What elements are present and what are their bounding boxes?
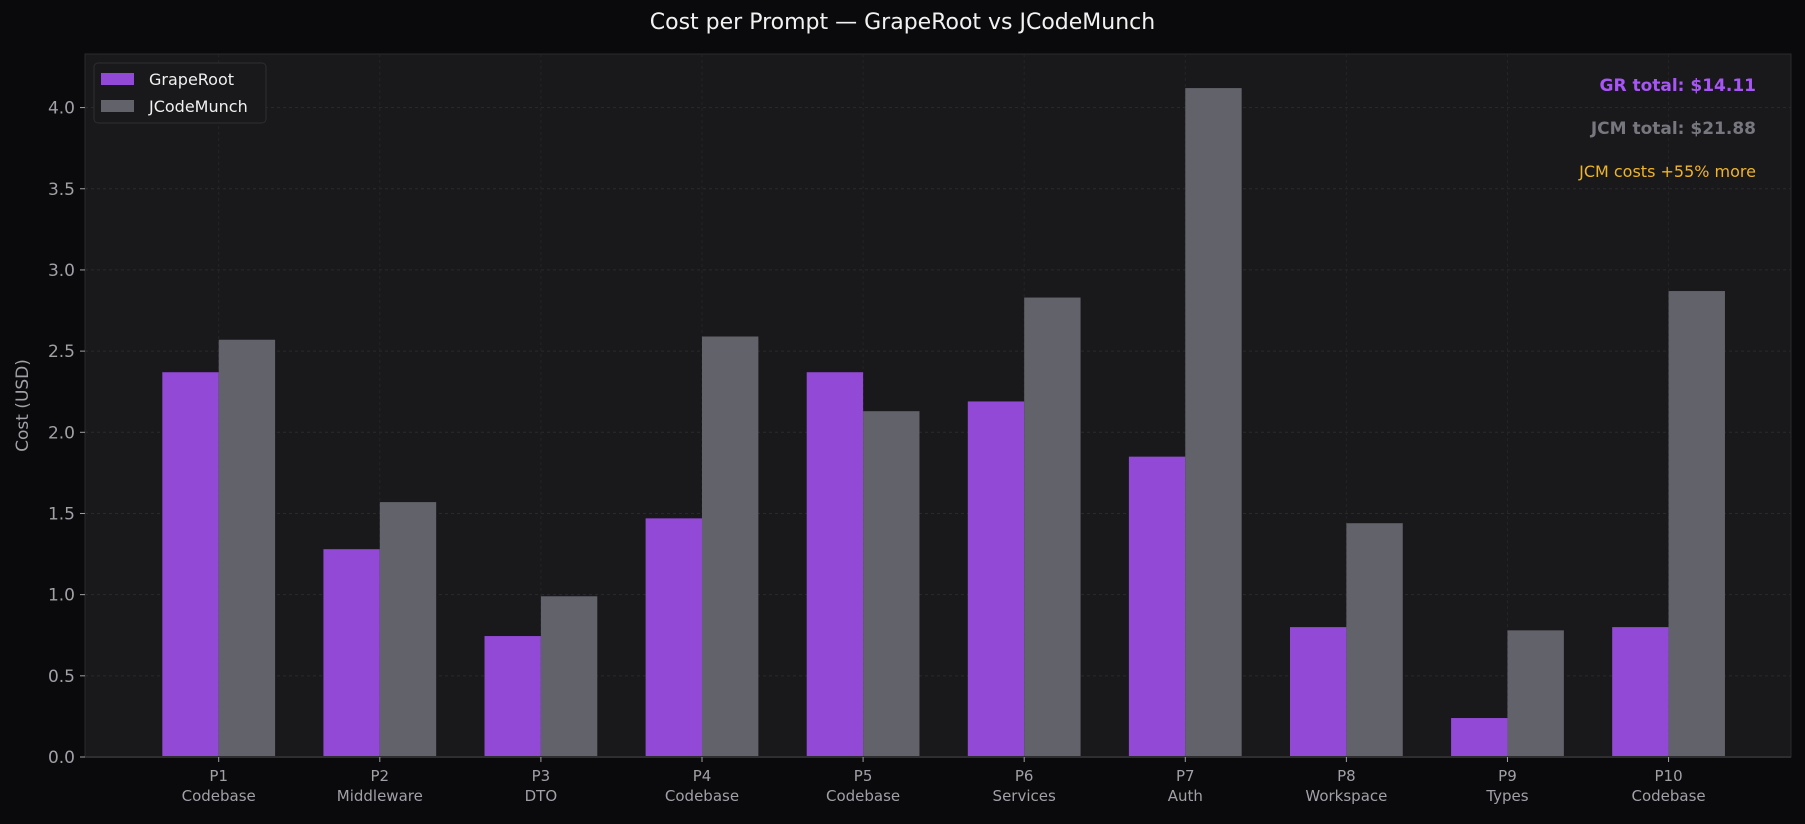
- x-tick-sublabel: Workspace: [1305, 787, 1387, 805]
- x-tick-sublabel: Auth: [1168, 787, 1203, 805]
- bar-jcodemunch-p3: [540, 596, 598, 757]
- legend: [93, 62, 267, 124]
- x-tick-label: P9: [1498, 767, 1517, 785]
- bar-jcodemunch-p6: [1024, 297, 1081, 757]
- y-tick-label: 4.0: [48, 99, 75, 119]
- annotation-2: JCM costs +55% more: [1578, 162, 1756, 181]
- x-tick-label: P5: [854, 767, 873, 785]
- y-tick-label: 3.5: [48, 180, 75, 200]
- bar-jcodemunch-p10: [1668, 291, 1725, 757]
- bar-graperoot-p3: [484, 636, 541, 757]
- x-tick-sublabel: Codebase: [182, 787, 256, 805]
- x-tick-label: P4: [693, 767, 712, 785]
- y-tick-label: 0.5: [48, 667, 75, 687]
- x-tick-label: P1: [209, 767, 228, 785]
- bar-graperoot-p9: [1451, 718, 1508, 757]
- x-tick-sublabel: Codebase: [665, 787, 739, 805]
- y-tick-label: 2.5: [48, 342, 75, 362]
- bar-jcodemunch-p1: [218, 339, 276, 757]
- x-tick-label: P10: [1654, 767, 1682, 785]
- bar-jcodemunch-p5: [863, 411, 920, 757]
- bar-graperoot-p4: [645, 518, 702, 757]
- bar-graperoot-p5: [806, 372, 864, 757]
- annotation-1: JCM total: $21.88: [1590, 119, 1756, 139]
- x-tick-sublabel: Types: [1485, 787, 1528, 805]
- y-tick-label: 1.5: [48, 504, 75, 524]
- bar-graperoot-p6: [967, 401, 1025, 757]
- legend-label-jcodemunch: JCodeMunch: [148, 97, 248, 116]
- x-tick-label: P8: [1337, 767, 1356, 785]
- x-tick-sublabel: Codebase: [826, 787, 900, 805]
- x-tick-label: P2: [371, 767, 390, 785]
- legend-swatch-jcodemunch: [101, 100, 134, 112]
- bar-graperoot-p8: [1289, 627, 1347, 757]
- y-tick-label: 1.0: [48, 586, 75, 606]
- x-tick-label: P3: [532, 767, 551, 785]
- bar-jcodemunch-p9: [1507, 630, 1564, 757]
- legend-label-graperoot: GrapeRoot: [149, 70, 234, 89]
- legend-swatch-graperoot: [101, 73, 134, 85]
- x-tick-sublabel: Services: [993, 787, 1056, 805]
- bar-jcodemunch-p8: [1346, 523, 1403, 757]
- chart-title: Cost per Prompt — GrapeRoot vs JCodeMunc…: [649, 10, 1156, 35]
- x-tick-label: P7: [1176, 767, 1195, 785]
- x-tick-sublabel: Middleware: [337, 787, 423, 805]
- bar-graperoot-p1: [162, 372, 219, 757]
- bar-graperoot-p7: [1128, 456, 1186, 757]
- y-tick-label: 0.0: [48, 748, 75, 768]
- y-tick-label: 2.0: [48, 423, 75, 443]
- annotation-0: GR total: $14.11: [1599, 76, 1756, 96]
- bar-jcodemunch-p4: [701, 336, 759, 757]
- bar-jcodemunch-p2: [379, 502, 437, 757]
- bar-jcodemunch-p7: [1185, 88, 1242, 758]
- x-tick-sublabel: DTO: [525, 787, 558, 805]
- x-tick-label: P6: [1015, 767, 1034, 785]
- x-tick-sublabel: Codebase: [1631, 787, 1705, 805]
- y-tick-label: 3.0: [48, 261, 75, 281]
- bar-graperoot-p10: [1612, 627, 1669, 757]
- y-axis-label: Cost (USD): [13, 359, 33, 452]
- bar-graperoot-p2: [323, 549, 380, 757]
